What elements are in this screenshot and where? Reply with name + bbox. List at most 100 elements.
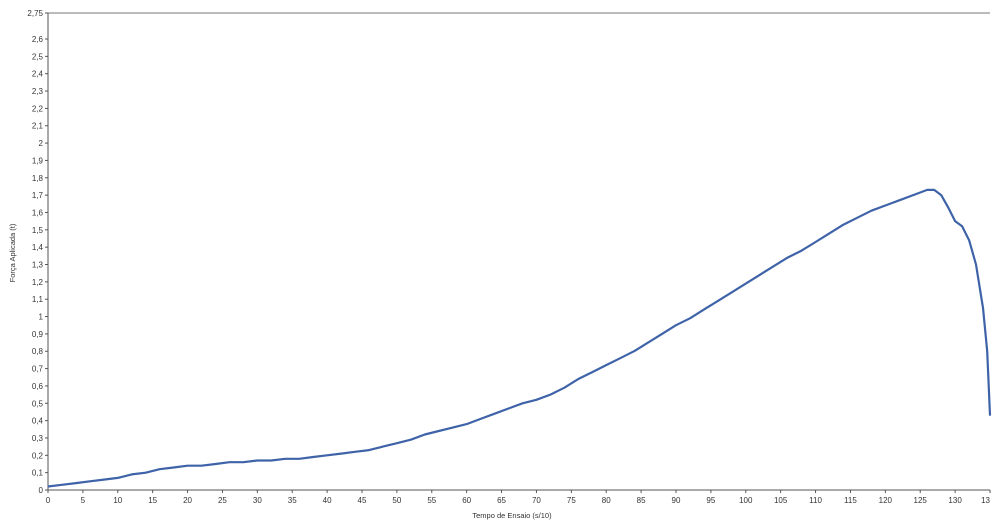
y-tick-label: 2,3 [32,87,44,96]
data-point [989,414,991,417]
data-point [424,433,426,436]
data-point [214,463,217,465]
x-tick-label: 0 [46,496,51,505]
y-tick-label: 2,2 [32,104,44,113]
y-tick-label: 1,1 [32,295,44,304]
y-tick-label: 0,6 [32,382,44,391]
data-point [396,442,398,444]
data-point [312,456,314,458]
data-point [898,199,900,201]
data-point [493,413,496,415]
x-tick-label: 75 [567,496,576,505]
x-tick-label: 70 [532,496,541,505]
data-point [563,387,565,389]
data-point [535,399,538,401]
data-point [856,217,859,219]
data-point [968,239,970,241]
series-layer [47,188,992,488]
data-point [117,477,119,479]
y-tick-label: 2 [39,139,44,148]
data-point [256,459,258,462]
data-point [933,189,935,191]
y-tick-label: 0,8 [32,347,44,356]
series-line [47,188,992,488]
y-tick-label: 2,1 [32,122,44,131]
data-point [947,206,949,208]
data-point [270,459,272,462]
x-tick-label: 40 [323,496,332,505]
data-point [186,465,189,467]
x-tick-label: 5 [81,496,86,505]
x-tick-label: 30 [253,496,262,505]
y-tick-label: 1 [39,313,44,322]
data-point [773,265,775,267]
data-point [242,461,244,463]
x-tick-label: 100 [739,496,753,505]
data-point [633,350,635,352]
y-tick-label: 1,6 [32,208,44,217]
y-tick-label: 0,1 [32,469,44,478]
y-tick-label: 1,8 [32,174,44,183]
y-tick-label: 1,5 [32,226,44,235]
x-tick-label: 105 [774,496,788,505]
data-point [961,225,963,227]
x-tick-label: 90 [672,496,681,505]
data-point [986,350,988,352]
x-tick-label: 125 [914,496,928,505]
data-point [466,423,468,425]
data-point [619,357,621,359]
data-point [521,402,524,404]
data-point [661,333,663,335]
data-point [884,204,886,207]
data-point [591,371,593,373]
data-point [912,194,914,196]
x-tick-label: 95 [706,496,715,505]
data-point [284,458,286,460]
data-point [75,482,77,484]
axes [47,12,990,491]
y-tick-label: 0,3 [32,434,44,443]
data-point [975,263,977,266]
data-point [801,250,803,252]
data-point [507,407,510,410]
data-point [159,468,161,470]
data-point [228,461,231,463]
data-point [787,256,789,259]
y-tick-label: 0,2 [32,451,44,460]
data-point [842,224,845,226]
x-tick-label: 13 [981,496,990,505]
data-point [814,241,817,243]
data-point [647,341,649,344]
y-tick-label: 2,5 [32,52,44,61]
y-axis-title: Força Aplicada (t) [8,223,17,282]
data-point [382,446,384,448]
data-point [200,465,203,467]
data-point [410,439,412,441]
data-point [828,232,831,234]
x-tick-label: 55 [427,496,436,505]
x-axis-title: Tempo de Ensaio (s/10) [472,511,552,520]
x-tick-label: 85 [637,496,646,505]
data-point [689,317,691,319]
data-point [717,300,719,302]
data-point [354,451,356,453]
data-point [731,291,733,293]
data-point [340,452,342,455]
data-point [605,364,607,366]
data-point [145,472,147,474]
y-tick-label: 0 [39,486,44,495]
y-tick-label: 1,3 [32,261,44,270]
y-tick-label: 0,4 [32,417,44,426]
y-tick-label: 0,5 [32,399,44,408]
data-point [438,430,440,432]
data-point [675,324,677,326]
data-point [103,478,105,481]
data-point [549,394,552,396]
y-tick-label: 1,2 [32,278,44,287]
y-tick-label: 1,4 [32,243,44,252]
x-tick-label: 115 [844,496,857,505]
data-point [298,458,300,460]
data-point [89,480,91,482]
x-tick-label: 130 [948,496,962,505]
